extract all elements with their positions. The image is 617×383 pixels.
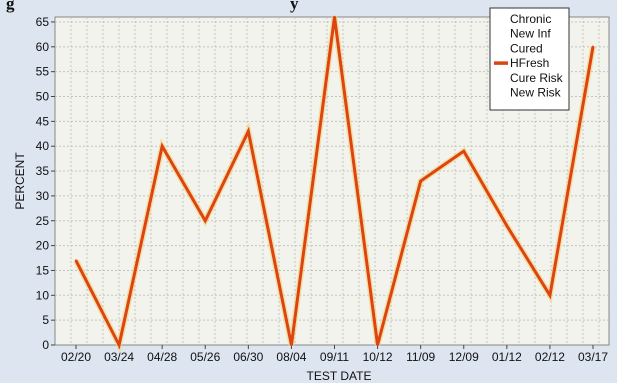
legend-entry: Cured [510,41,543,55]
x-tick-label: 11/09 [406,350,435,364]
y-tick-label: 10 [36,288,50,302]
data-point [376,343,379,347]
data-point [548,294,552,297]
legend-box [489,7,570,111]
data-point [74,259,78,262]
x-tick-label: 02/12 [535,350,565,364]
data-point [160,145,164,148]
y-tick-label: 30 [36,189,50,203]
x-tick-label: 10/12 [363,350,393,364]
y-tick-label: 5 [42,313,49,327]
chart-title-fragment: g [6,0,15,13]
data-point [117,343,121,347]
data-point [419,179,422,183]
y-tick-label: 50 [36,90,50,104]
y-tick-label: 60 [36,40,50,54]
x-axis: 02/20 03/24 04/28 05/26 06/30 08/04 09/11 10/12… [61,345,608,364]
x-tick-label: 12/09 [449,350,479,364]
x-tick-label: 08/04 [276,350,306,364]
legend-entry: Chronic [510,12,551,26]
x-tick-label: 06/30 [233,350,263,364]
y-tick-label: 25 [36,214,50,228]
data-point [290,343,293,347]
x-tick-label: 01/12 [492,350,522,364]
y-axis: 0 5 10 15 20 25 30 35 40 45 50 55 60 65 [36,15,55,352]
x-tick-label: 09/11 [320,350,349,364]
y-tick-label: 20 [36,239,50,253]
y-tick-label: 65 [36,15,50,29]
x-tick-label: 04/28 [147,350,177,364]
y-tick-label: 0 [42,338,49,352]
data-point [204,219,207,222]
data-point [247,130,250,133]
x-tick-label: 03/17 [578,350,608,364]
x-tick-label: 02/20 [61,350,91,364]
y-tick-label: 15 [36,263,50,277]
series [73,15,596,354]
data-point [591,45,595,49]
data-point [462,149,465,153]
chart-title-fragment-2: y [290,0,299,13]
y-tick-label: 55 [36,65,50,79]
x-tick-label: 05/26 [190,350,220,364]
legend-entry: Cure Risk [510,71,564,85]
data-point [333,15,336,19]
y-tick-label: 45 [36,114,50,128]
data-point [505,224,509,227]
legend-entry: New Risk [510,86,562,100]
x-axis-label: TEST DATE [307,369,372,383]
legend-entry: New Inf [510,27,551,41]
y-tick-label: 35 [36,164,50,178]
y-tick-label: 40 [36,139,50,153]
x-tick-label: 03/24 [104,350,134,364]
y-axis-label: PERCENT [13,152,27,210]
legend-entry: HFresh [510,56,549,70]
